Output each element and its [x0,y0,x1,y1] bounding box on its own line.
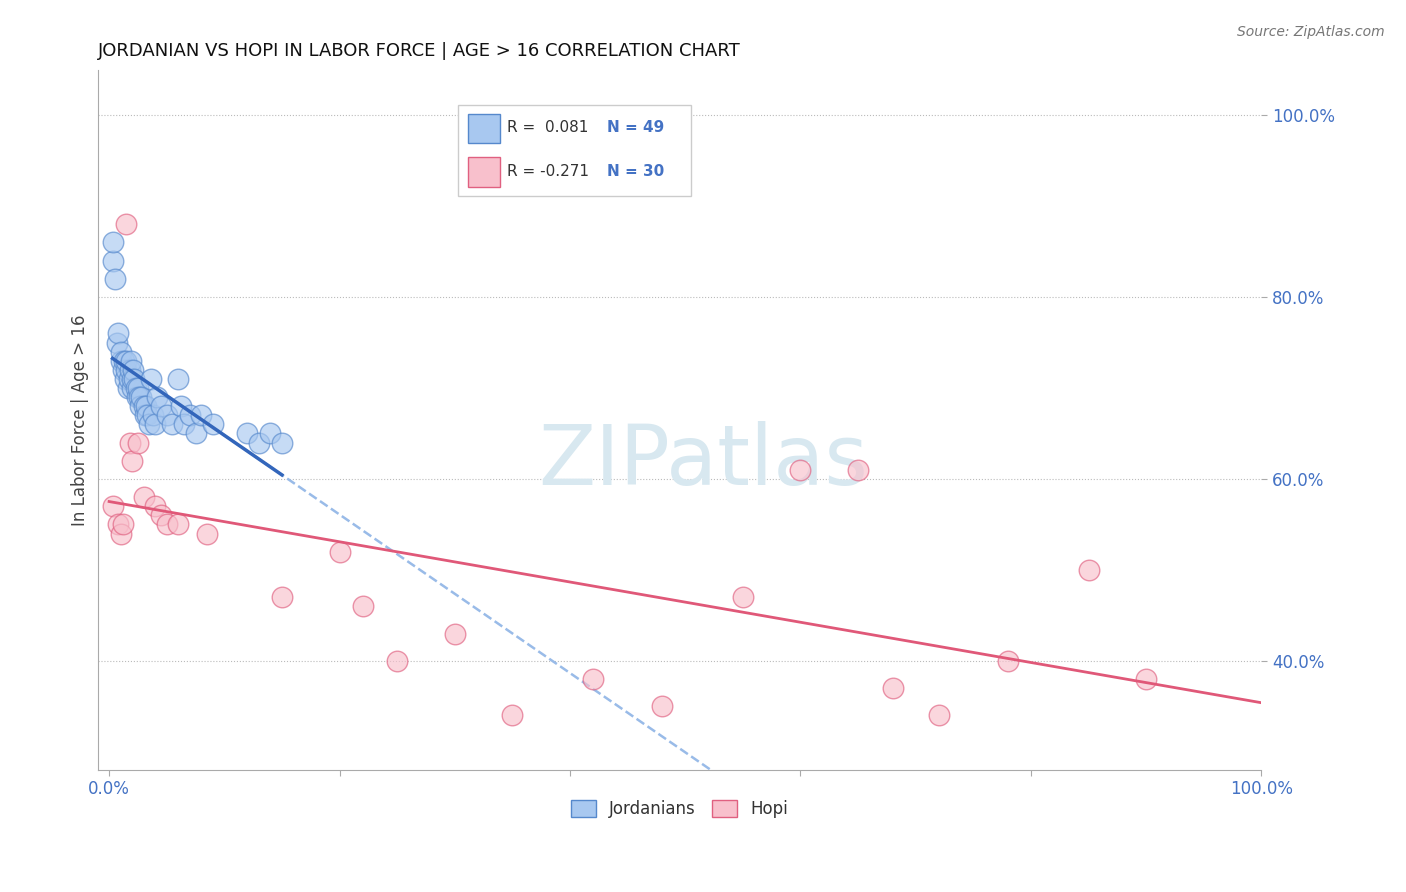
Point [169,399,191,413]
Y-axis label: In Labor Force | Age > 16: In Labor Force | Age > 16 [72,314,89,525]
Text: JORDANIAN VS HOPI IN LABOR FORCE | AGE > 16 CORRELATION CHART: JORDANIAN VS HOPI IN LABOR FORCE | AGE >… [97,42,741,60]
Point [129,399,152,413]
Point [201,417,224,432]
Point [162,417,184,432]
Point [259,426,281,441]
Point [142,409,165,423]
Point [115,217,138,231]
Text: Source: ZipAtlas.com: Source: ZipAtlas.com [1237,25,1385,39]
Point [247,435,270,450]
Point [651,699,673,714]
Point [156,517,179,532]
Point [125,390,148,404]
Point [236,426,259,441]
Point [731,590,754,604]
Point [271,590,294,604]
Point [167,372,190,386]
Point [128,390,150,404]
Point [115,353,138,368]
Point [143,417,166,432]
Point [184,426,207,441]
Point [101,253,124,268]
Point [104,272,127,286]
Legend: Jordanians, Hopi: Jordanians, Hopi [564,793,794,825]
Point [110,526,132,541]
Point [190,409,212,423]
Point [928,708,950,723]
Point [501,708,523,723]
Point [120,353,142,368]
Point [117,381,139,395]
Point [111,517,134,532]
Point [882,681,904,695]
Point [132,399,155,413]
Point [127,435,149,450]
Point [111,363,134,377]
Point [146,390,169,404]
Point [131,390,153,404]
Point [110,344,132,359]
Point [173,417,195,432]
Point [179,409,201,423]
Point [134,409,156,423]
Point [118,363,141,377]
Text: ZIPatlas: ZIPatlas [538,421,868,502]
Point [149,399,172,413]
Point [149,508,172,523]
Point [121,381,143,395]
Point [1135,672,1157,686]
Point [127,381,149,395]
Point [118,435,141,450]
Point [115,363,138,377]
Point [124,381,146,395]
Point [271,435,294,450]
Point [122,363,145,377]
Point [156,409,179,423]
Point [195,526,218,541]
Point [997,654,1019,668]
Point [114,372,136,386]
Point [124,372,146,386]
Point [582,672,605,686]
Point [110,353,132,368]
Point [1077,563,1099,577]
Point [789,463,811,477]
Point [121,372,143,386]
Point [121,454,143,468]
Point [105,335,128,350]
Point [352,599,374,614]
Point [139,372,162,386]
Point [107,517,129,532]
Point [167,517,190,532]
Point [101,500,124,514]
Point [135,399,157,413]
Point [101,235,124,250]
Point [328,545,350,559]
Point [443,626,465,640]
Point [132,490,155,504]
Point [136,409,159,423]
Point [112,353,135,368]
Point [385,654,408,668]
Point [107,326,129,341]
Point [143,500,166,514]
Point [138,417,160,432]
Point [846,463,869,477]
Point [118,372,141,386]
